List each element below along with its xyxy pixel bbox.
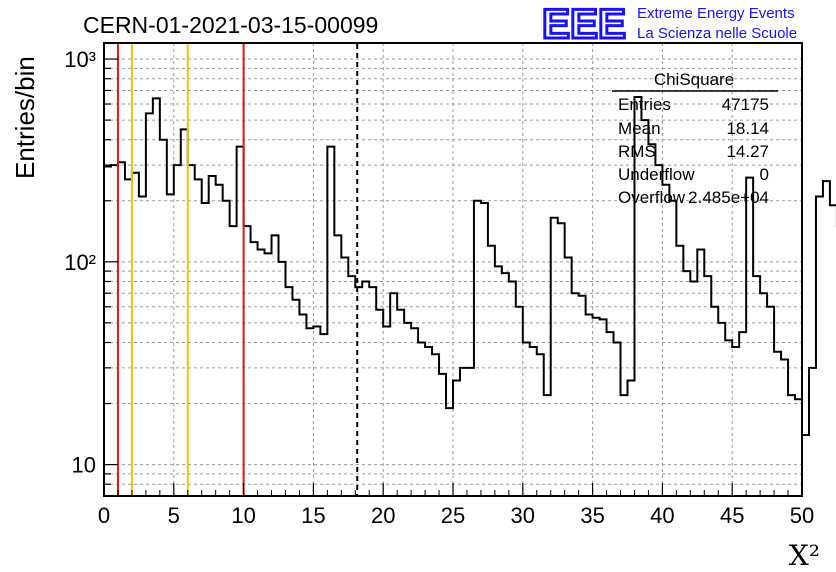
logo-mark: EEE (542, 0, 626, 47)
x-tick-label: 15 (301, 503, 325, 528)
x-tick-label: 10 (231, 503, 255, 528)
x-tick-label: 20 (371, 503, 395, 528)
x-tick-label: 30 (511, 503, 535, 528)
grid-lines (104, 43, 802, 496)
x-tick-label: 50 (790, 503, 814, 528)
x-tick-label: 40 (650, 503, 674, 528)
x-tick-label: 25 (441, 503, 465, 528)
x-tick-label: 35 (580, 503, 604, 528)
eee-logo: EEE Extreme Energy Events La Scienza nel… (541, 0, 798, 49)
logo-line-1: Extreme Energy Events (637, 5, 795, 22)
stats-key-overflow: Overflow (618, 188, 686, 207)
stats-value-overflow: 2.485e+04 (688, 188, 769, 207)
stats-value-underflow: 0 (760, 165, 769, 184)
x-tick-label: 45 (720, 503, 744, 528)
stats-title: ChiSquare (654, 70, 734, 89)
y-axis-label: Entries/bin (10, 56, 40, 179)
stats-key-rms: RMS (618, 142, 656, 161)
run-title: CERN-01-2021-03-15-00099 (83, 12, 378, 38)
stats-key-entries: Entries (618, 95, 671, 114)
stats-value-entries: 47175 (722, 95, 769, 114)
y-tick-label: 10³ (64, 47, 96, 72)
stats-value-rms: 14.27 (726, 142, 769, 161)
x-tick-label: 5 (168, 503, 180, 528)
stats-box: ChiSquare Entries 47175 Mean 18.14 RMS 1… (612, 70, 778, 207)
y-tick-label: 10 (72, 453, 96, 478)
stats-key-mean: Mean (618, 119, 661, 138)
stats-key-underflow: Underflow (618, 165, 695, 184)
y-tick-label: 10² (64, 250, 96, 275)
logo-line-2: La Scienza nelle Scuole (637, 25, 797, 42)
reference-lines (116, 44, 359, 495)
stats-value-mean: 18.14 (726, 119, 769, 138)
axis-ticks: 0 5 10 15 20 25 30 35 40 45 50 10 10² 10³ (64, 47, 814, 528)
x-tick-label: 0 (98, 503, 110, 528)
x-axis-label: X² (789, 539, 820, 572)
